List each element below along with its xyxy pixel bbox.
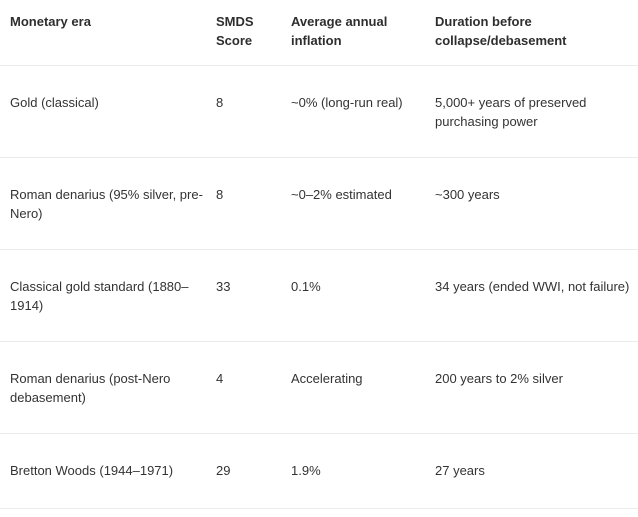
cell-duration: 27 years xyxy=(425,433,638,509)
table-header: Monetary era SMDS Score Average annual i… xyxy=(0,0,638,66)
cell-score: 29 xyxy=(206,433,281,509)
cell-score: 8 xyxy=(206,157,281,250)
table-row: Bretton Woods (1944–1971) 29 1.9% 27 yea… xyxy=(0,433,638,509)
table-row: Classical gold standard (1880–1914) 33 0… xyxy=(0,249,638,342)
cell-inflation: ~0–2% estimated xyxy=(281,157,425,250)
cell-score: 4 xyxy=(206,341,281,434)
cell-era: Classical gold standard (1880–1914) xyxy=(0,249,206,342)
table-row: Roman denarius (95% silver, pre-Nero) 8 … xyxy=(0,157,638,250)
header-smds-score: SMDS Score xyxy=(206,0,281,66)
cell-era: Gold (classical) xyxy=(0,65,206,158)
cell-era: Roman denarius (95% silver, pre-Nero) xyxy=(0,157,206,250)
cell-duration: 34 years (ended WWI, not failure) xyxy=(425,249,638,342)
cell-score: 8 xyxy=(206,65,281,158)
cell-inflation: 0.1% xyxy=(281,249,425,342)
table-row: Gold (classical) 8 ~0% (long-run real) 5… xyxy=(0,65,638,158)
cell-duration: 200 years to 2% silver xyxy=(425,341,638,434)
cell-era: Roman denarius (post-Nero debasement) xyxy=(0,341,206,434)
header-monetary-era: Monetary era xyxy=(0,0,206,66)
cell-era: Bretton Woods (1944–1971) xyxy=(0,433,206,509)
header-duration: Duration before collapse/debasement xyxy=(425,0,638,66)
cell-duration: ~300 years xyxy=(425,157,638,250)
header-row: Monetary era SMDS Score Average annual i… xyxy=(0,0,638,66)
header-average-annual-inflation: Average annual inflation xyxy=(281,0,425,66)
table-row: Roman denarius (post-Nero debasement) 4 … xyxy=(0,341,638,434)
cell-inflation: ~0% (long-run real) xyxy=(281,65,425,158)
cell-duration: 5,000+ years of preserved purchasing pow… xyxy=(425,65,638,158)
cell-inflation: Accelerating xyxy=(281,341,425,434)
cell-score: 33 xyxy=(206,249,281,342)
cell-inflation: 1.9% xyxy=(281,433,425,509)
table-body: Gold (classical) 8 ~0% (long-run real) 5… xyxy=(0,65,638,509)
